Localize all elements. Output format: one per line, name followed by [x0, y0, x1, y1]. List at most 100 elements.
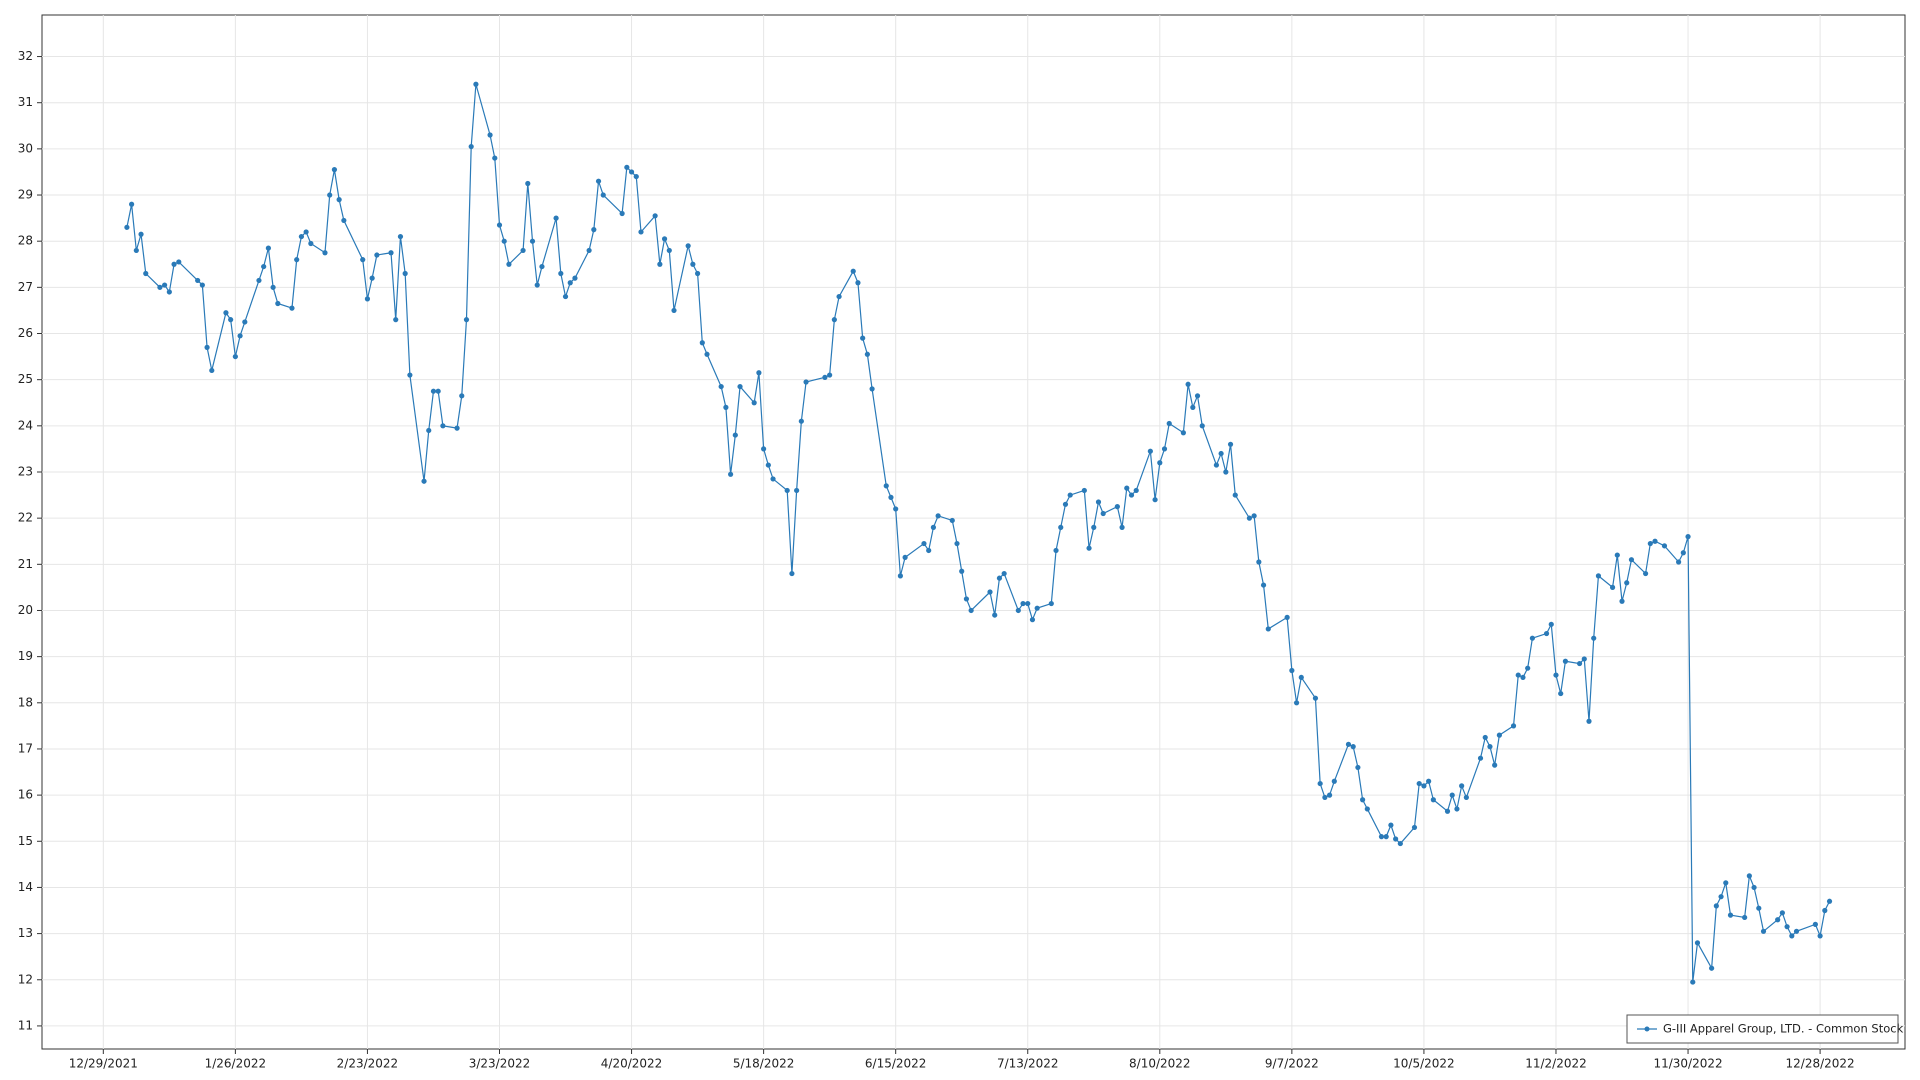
data-point — [1449, 792, 1455, 798]
data-point — [1062, 501, 1069, 507]
data-point — [1822, 907, 1828, 914]
x-tick-label: 2/23/2022 — [337, 1057, 399, 1071]
data-point — [1100, 510, 1106, 517]
data-point — [176, 259, 182, 265]
data-point — [143, 270, 149, 277]
data-point — [1676, 559, 1682, 565]
data-point — [562, 293, 569, 300]
data-point — [1393, 836, 1399, 842]
data-point — [242, 319, 248, 325]
data-point — [619, 210, 625, 217]
data-point — [666, 247, 672, 254]
y-tick-label: 30 — [18, 141, 33, 155]
data-point — [1411, 824, 1418, 831]
data-point — [1680, 550, 1686, 556]
x-tick-label: 3/23/2022 — [469, 1057, 531, 1071]
x-tick-label: 6/15/2022 — [865, 1057, 927, 1071]
plot-area — [41, 14, 1906, 1050]
data-point — [1416, 780, 1422, 787]
data-point — [364, 296, 371, 302]
data-point — [1053, 547, 1059, 554]
data-point — [421, 478, 427, 484]
data-point — [1477, 755, 1484, 761]
data-point — [1081, 487, 1087, 494]
data-point — [430, 388, 437, 394]
data-point — [1624, 580, 1630, 586]
y-tick-label: 12 — [18, 972, 33, 986]
data-point — [699, 340, 705, 346]
data-point — [1727, 912, 1734, 918]
data-point — [393, 317, 399, 323]
data-point — [864, 351, 870, 357]
data-point — [331, 167, 338, 173]
data-point — [1190, 404, 1196, 410]
x-tick-label: 1/26/2022 — [205, 1057, 267, 1071]
data-point — [1260, 582, 1267, 588]
data-point — [1317, 780, 1323, 787]
data-point — [855, 280, 861, 286]
data-point — [850, 268, 856, 274]
data-point — [1459, 783, 1465, 789]
data-point — [1492, 762, 1498, 768]
data-point — [435, 388, 441, 394]
data-point — [204, 344, 210, 350]
data-point — [694, 270, 701, 277]
data-point — [1194, 393, 1201, 399]
data-point — [133, 247, 139, 254]
data-point — [902, 554, 908, 560]
data-point — [157, 284, 163, 290]
data-point — [1482, 734, 1488, 741]
data-point — [1364, 806, 1370, 812]
data-point — [1529, 635, 1535, 641]
y-tick-label: 14 — [18, 880, 33, 894]
data-point — [1775, 917, 1781, 923]
x-tick-label: 9/7/2022 — [1265, 1057, 1319, 1071]
data-point — [638, 229, 644, 235]
data-point — [1265, 626, 1271, 632]
data-point — [968, 607, 974, 614]
data-point — [704, 351, 710, 357]
data-point — [987, 589, 993, 595]
data-point — [1817, 933, 1823, 939]
x-tick-label: 12/28/2022 — [1786, 1057, 1855, 1071]
data-point — [1180, 430, 1186, 436]
data-point — [1227, 441, 1234, 447]
data-point — [1322, 794, 1328, 801]
data-point — [657, 261, 663, 267]
y-tick-label: 28 — [18, 234, 33, 248]
data-point — [1756, 905, 1762, 911]
data-point — [718, 383, 724, 390]
data-point — [228, 317, 234, 323]
data-point — [1312, 695, 1319, 701]
y-tick-label: 15 — [18, 834, 33, 848]
data-point — [1591, 635, 1597, 641]
data-point — [836, 293, 842, 300]
data-point — [1124, 485, 1130, 491]
data-point — [129, 201, 135, 207]
data-point — [1619, 598, 1625, 604]
data-point — [360, 257, 366, 263]
data-point — [803, 379, 809, 385]
data-point — [1199, 423, 1205, 429]
data-point — [1025, 600, 1031, 607]
data-point — [454, 425, 460, 431]
legend-box — [1626, 1014, 1899, 1044]
data-point — [1067, 492, 1073, 498]
data-point — [586, 247, 592, 254]
data-point — [209, 367, 215, 374]
data-point — [1713, 903, 1719, 909]
data-point — [1784, 924, 1790, 930]
data-point — [558, 270, 564, 277]
data-point — [1426, 778, 1432, 784]
data-point — [1001, 570, 1007, 577]
data-point — [426, 427, 432, 434]
data-point — [628, 169, 635, 175]
data-point — [388, 250, 394, 256]
data-point — [1812, 921, 1818, 927]
data-point — [1595, 573, 1602, 579]
data-point — [1558, 690, 1564, 697]
data-point — [1793, 928, 1800, 934]
data-point — [921, 540, 927, 547]
data-point — [1091, 524, 1097, 530]
